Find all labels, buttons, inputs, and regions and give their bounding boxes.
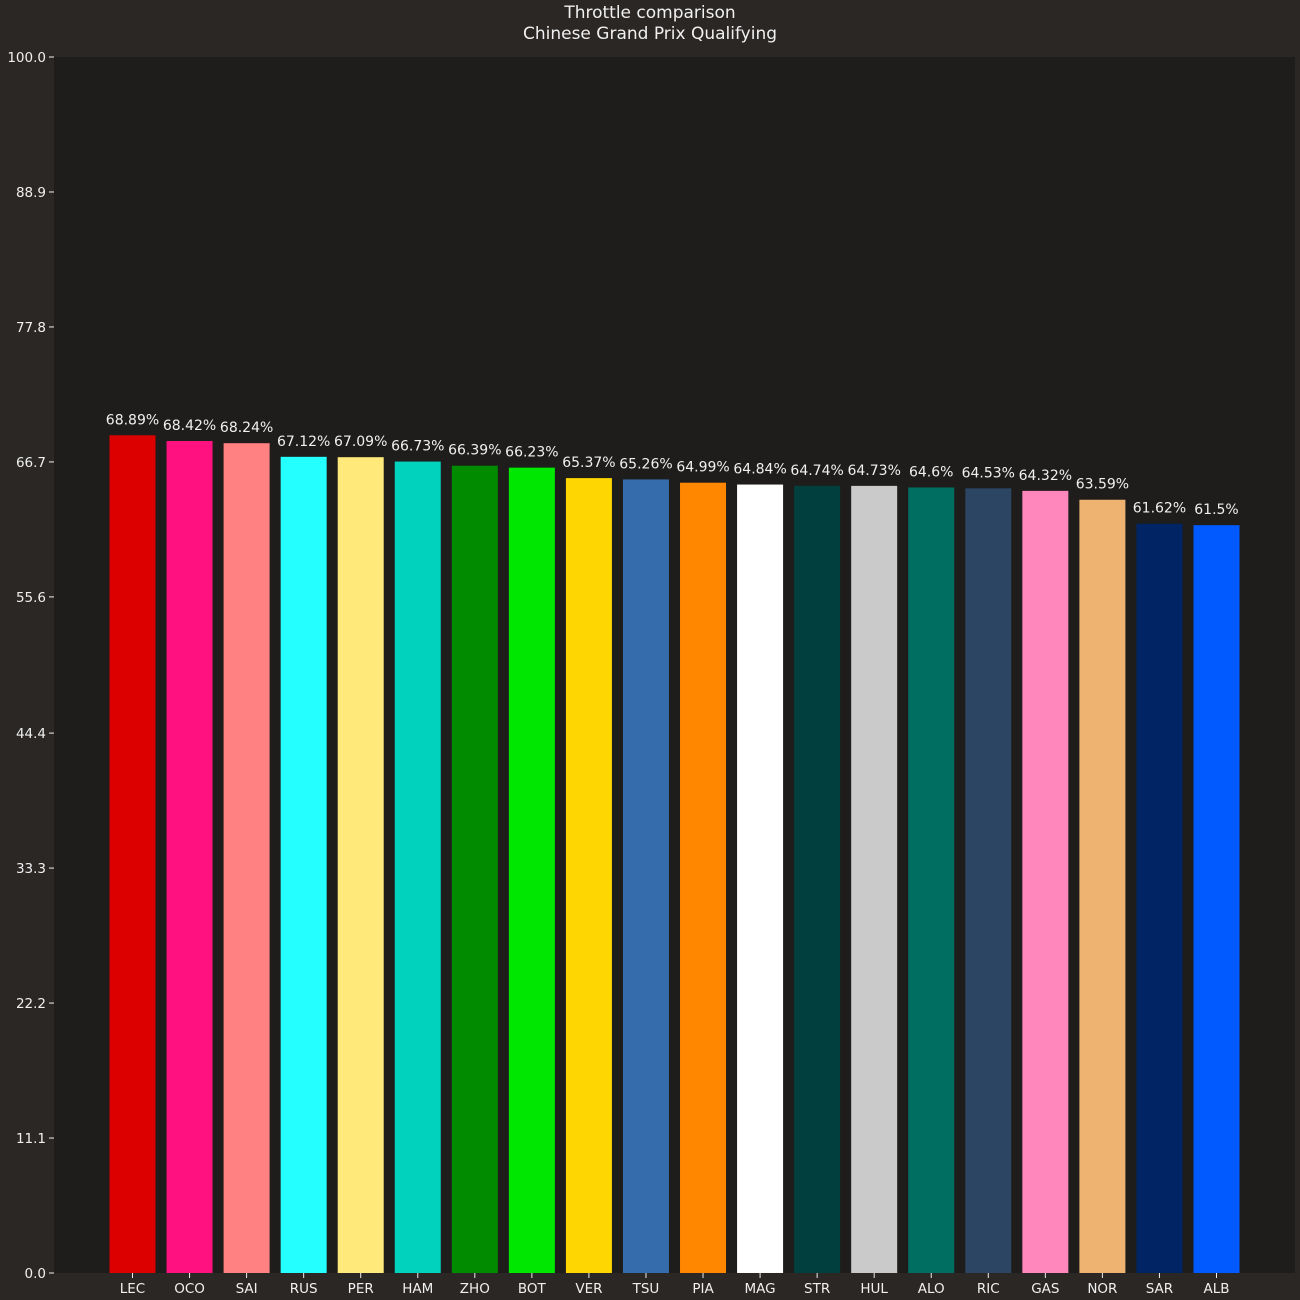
x-tick-label-bot: BOT <box>518 1281 547 1297</box>
bar-value-label: 66.73% <box>391 439 444 455</box>
x-tick-label-zho: ZHO <box>460 1281 490 1297</box>
x-axis: LEC OCO SAI RUS PER HAM ZHO BOT VER TSU PIA MAG STR H… <box>120 1273 1230 1297</box>
bar-value-label: 68.24% <box>220 420 273 436</box>
x-tick-label-ric: RIC <box>977 1281 1000 1297</box>
y-tick-label: 11.1 <box>16 1131 46 1147</box>
bar-value-label: 61.5% <box>1194 502 1238 518</box>
x-tick-label-ham: HAM <box>402 1281 433 1297</box>
x-tick-label-mag: MAG <box>745 1281 776 1297</box>
bar-value-label: 61.62% <box>1133 501 1186 517</box>
x-tick-label-oco: OCO <box>174 1281 205 1297</box>
bar-nor <box>1079 499 1126 1273</box>
bar-gas <box>1022 490 1069 1274</box>
y-tick-label: 0.0 <box>25 1266 46 1282</box>
x-tick-label-gas: GAS <box>1031 1281 1059 1297</box>
bar-value-label: 64.6% <box>909 464 953 480</box>
bar-zho <box>451 465 498 1273</box>
bars-group <box>109 435 1240 1274</box>
chart-subtitle: Chinese Grand Prix Qualifying <box>523 24 777 44</box>
y-tick-label: 88.9 <box>16 185 46 201</box>
bar-value-label: 67.09% <box>334 434 387 450</box>
x-tick-label-sar: SAR <box>1146 1281 1173 1297</box>
x-tick-label-alb: ALB <box>1203 1281 1229 1297</box>
bar-value-label: 66.39% <box>448 443 501 459</box>
x-tick-label-rus: RUS <box>290 1281 318 1297</box>
x-tick-label-tsu: TSU <box>632 1281 660 1297</box>
y-axis: 0.0 11.1 22.2 33.3 44.4 55.6 66.7 77.8 88.9 100.0 <box>7 50 54 1282</box>
bar-value-label: 65.37% <box>562 455 615 471</box>
y-tick-label: 55.6 <box>16 590 46 606</box>
x-tick-label-sai: SAI <box>236 1281 258 1297</box>
x-tick-label-hul: HUL <box>860 1281 888 1297</box>
bar-value-label: 63.59% <box>1076 477 1129 493</box>
bar-alb <box>1193 525 1240 1273</box>
bar-str <box>794 485 841 1273</box>
x-tick-label-per: PER <box>348 1281 374 1297</box>
bar-value-labels: 68.89% 68.42% 68.24%67.12% 67.09% 66.73% 66.3… <box>106 412 1239 518</box>
bar-oco <box>166 441 213 1273</box>
x-tick-label-nor: NOR <box>1087 1281 1117 1297</box>
x-tick-label-pia: PIA <box>692 1281 714 1297</box>
bar-bot <box>508 467 555 1273</box>
bar-hul <box>851 485 898 1274</box>
bar-value-label: 64.73% <box>847 463 900 479</box>
bar-value-label: 64.74% <box>790 463 843 479</box>
bar-value-label: 68.89% <box>106 412 159 428</box>
bar-value-label: 64.84% <box>733 462 786 478</box>
x-tick-label-ver: VER <box>575 1281 602 1297</box>
bar-sai <box>223 443 270 1273</box>
bar-ham <box>394 461 441 1273</box>
bar-ver <box>565 478 612 1273</box>
bar-value-label: 64.32% <box>1019 468 1072 484</box>
x-tick-label-alo: ALO <box>918 1281 945 1297</box>
bar-ric <box>965 488 1012 1273</box>
y-tick-label: 44.4 <box>16 726 46 742</box>
y-tick-label: 66.7 <box>16 455 46 471</box>
bar-sar <box>1136 523 1183 1273</box>
bar-value-label: 64.53% <box>962 465 1015 481</box>
y-tick-label: 33.3 <box>16 861 46 877</box>
bar-value-label: 64.99% <box>676 460 729 476</box>
bar-alo <box>908 487 955 1273</box>
bar-value-label: 68.42% <box>163 418 216 434</box>
bar-lec <box>109 435 156 1273</box>
y-tick-label: 22.2 <box>16 996 46 1012</box>
bar-value-label: 67.12% <box>277 434 330 450</box>
bar-value-label: 65.26% <box>619 456 672 472</box>
x-tick-label-lec: LEC <box>120 1281 145 1297</box>
y-tick-label: 77.8 <box>16 320 46 336</box>
bar-pia <box>680 482 727 1274</box>
y-tick-label: 100.0 <box>7 50 46 66</box>
chart-title: Throttle comparison <box>563 3 735 23</box>
bar-mag <box>737 484 784 1273</box>
bar-rus <box>280 456 327 1273</box>
bar-value-label: 66.23% <box>505 445 558 461</box>
bar-tsu <box>622 479 669 1274</box>
bar-per <box>337 457 384 1273</box>
x-tick-label-str: STR <box>804 1281 830 1297</box>
